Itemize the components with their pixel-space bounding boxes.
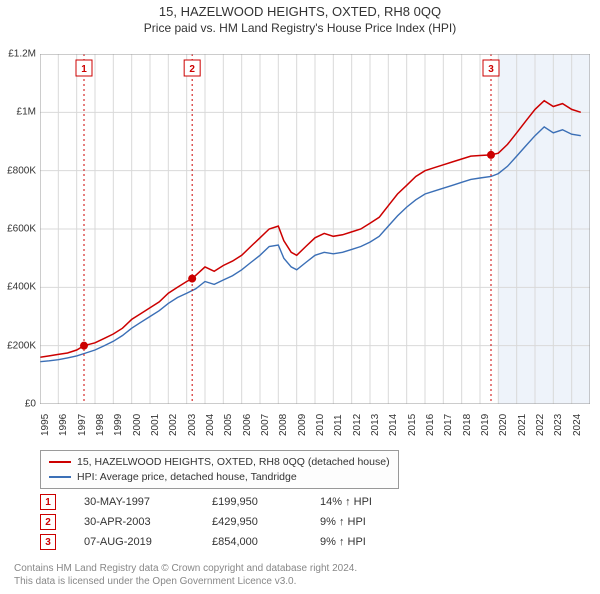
x-tick-label: 2003 [187, 414, 198, 436]
x-tick-label: 2022 [535, 414, 546, 436]
chart-title: 15, HAZELWOOD HEIGHTS, OXTED, RH8 0QQ [0, 4, 600, 19]
x-tick-label: 2004 [205, 414, 216, 436]
legend-row: 15, HAZELWOOD HEIGHTS, OXTED, RH8 0QQ (d… [49, 455, 390, 470]
sale-vs-hpi: 14% ↑ HPI [320, 496, 410, 508]
x-tick-label: 2010 [315, 414, 326, 436]
sales-table: 1 30-MAY-1997 £199,950 14% ↑ HPI 2 30-APR-200… [40, 494, 410, 554]
sale-date: 30-APR-2003 [84, 516, 184, 528]
y-tick-label: £1M [17, 107, 36, 118]
x-tick-label: 2019 [480, 414, 491, 436]
y-tick-label: £600K [7, 224, 36, 235]
x-tick-label: 2007 [260, 414, 271, 436]
x-tick-label: 2011 [333, 414, 344, 436]
x-tick-label: 2016 [425, 414, 436, 436]
legend-text: HPI: Average price, detached house, Tand… [77, 470, 297, 485]
sale-vs-hpi: 9% ↑ HPI [320, 536, 410, 548]
x-tick-label: 2014 [388, 414, 399, 436]
sale-price: £854,000 [212, 536, 292, 548]
x-tick-label: 2024 [572, 414, 583, 436]
x-tick-label: 2009 [297, 414, 308, 436]
x-tick-label: 2008 [278, 414, 289, 436]
chart-container: 15, HAZELWOOD HEIGHTS, OXTED, RH8 0QQ Pr… [0, 4, 600, 594]
chart-subtitle: Price paid vs. HM Land Registry's House … [0, 21, 600, 35]
legend: 15, HAZELWOOD HEIGHTS, OXTED, RH8 0QQ (d… [40, 450, 399, 489]
y-tick-label: £800K [7, 165, 36, 176]
sale-date: 30-MAY-1997 [84, 496, 184, 508]
y-tick-label: £400K [7, 282, 36, 293]
x-tick-label: 1995 [40, 414, 51, 436]
x-tick-label: 2015 [407, 414, 418, 436]
legend-text: 15, HAZELWOOD HEIGHTS, OXTED, RH8 0QQ (d… [77, 455, 390, 470]
x-tick-label: 1999 [113, 414, 124, 436]
svg-text:3: 3 [488, 64, 494, 75]
sale-row: 3 07-AUG-2019 £854,000 9% ↑ HPI [40, 534, 410, 550]
sale-marker-badge: 2 [40, 514, 56, 530]
sale-marker-badge: 1 [40, 494, 56, 510]
x-tick-label: 2006 [242, 414, 253, 436]
plot-area: 1 2 3 [40, 54, 590, 404]
y-tick-label: £0 [25, 399, 36, 410]
x-tick-label: 2000 [132, 414, 143, 436]
sale-row: 2 30-APR-2003 £429,950 9% ↑ HPI [40, 514, 410, 530]
sale-price: £429,950 [212, 516, 292, 528]
y-tick-label: £200K [7, 340, 36, 351]
footer-line1: Contains HM Land Registry data © Crown c… [14, 562, 357, 575]
footer: Contains HM Land Registry data © Crown c… [14, 562, 357, 588]
legend-swatch [49, 461, 71, 463]
svg-text:1: 1 [81, 64, 87, 75]
x-tick-label: 2018 [462, 414, 473, 436]
legend-row: HPI: Average price, detached house, Tand… [49, 470, 390, 485]
sale-marker-badge: 3 [40, 534, 56, 550]
x-tick-label: 1996 [58, 414, 69, 436]
x-tick-label: 2002 [168, 414, 179, 436]
x-tick-label: 1998 [95, 414, 106, 436]
svg-text:2: 2 [189, 64, 195, 75]
footer-line2: This data is licensed under the Open Gov… [14, 575, 357, 588]
legend-swatch [49, 476, 71, 478]
y-tick-label: £1.2M [8, 49, 36, 60]
sale-row: 1 30-MAY-1997 £199,950 14% ↑ HPI [40, 494, 410, 510]
x-axis: 1995 1996 1997 1998 1999 2000 2001 2002 2003 2004… [40, 406, 590, 446]
x-tick-label: 1997 [77, 414, 88, 436]
sale-vs-hpi: 9% ↑ HPI [320, 516, 410, 528]
x-tick-label: 2013 [370, 414, 381, 436]
x-tick-label: 2020 [498, 414, 509, 436]
sale-price: £199,950 [212, 496, 292, 508]
x-tick-label: 2005 [223, 414, 234, 436]
sale-date: 07-AUG-2019 [84, 536, 184, 548]
x-tick-label: 2023 [553, 414, 564, 436]
x-tick-label: 2001 [150, 414, 161, 436]
x-tick-label: 2017 [443, 414, 454, 436]
y-axis: £0£200K£400K£600K£800K£1M£1.2M [0, 54, 40, 404]
x-tick-label: 2021 [517, 414, 528, 436]
x-tick-label: 2012 [352, 414, 363, 436]
